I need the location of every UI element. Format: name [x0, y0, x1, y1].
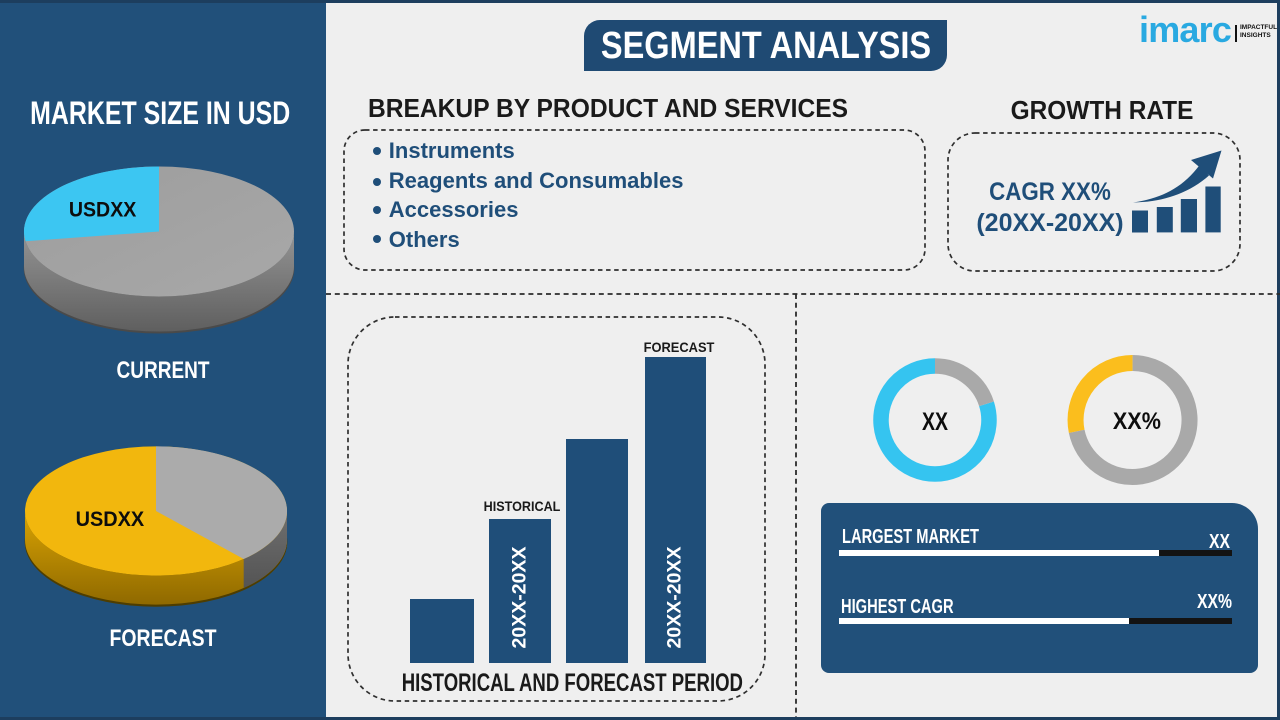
svg-text:XX: XX — [922, 408, 948, 436]
svg-text:USDXX: USDXX — [76, 508, 145, 531]
svg-text:XX%: XX% — [1113, 408, 1161, 435]
svg-text:USDXX: USDXX — [69, 199, 137, 222]
